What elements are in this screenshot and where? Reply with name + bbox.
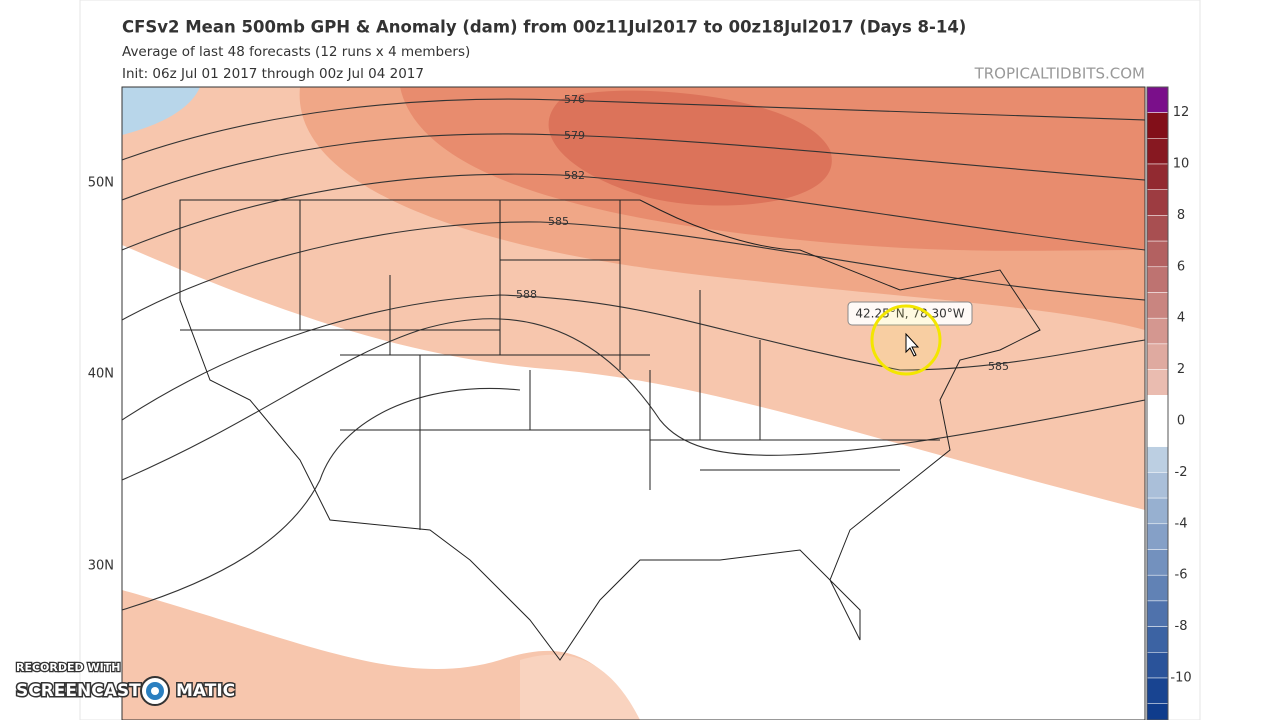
cursor [905, 332, 920, 357]
colorbar-label: -10 [1170, 671, 1191, 686]
contour-label: 576 [564, 93, 585, 106]
colorbar-bin [1146, 189, 1169, 216]
colorbar-bin [1146, 240, 1169, 268]
colorbar-label: 10 [1173, 157, 1190, 172]
watermark-brand: MATIC [176, 681, 235, 701]
anomaly-fill [548, 90, 832, 206]
colorbar-bin [1146, 652, 1169, 679]
colorbar-bin [1146, 317, 1169, 345]
colorbar-label: 4 [1177, 311, 1185, 326]
colorbar-bin [1146, 163, 1169, 190]
neutral-fill [122, 245, 1145, 720]
coastline [179, 199, 1041, 661]
colorbar-bin [1146, 472, 1169, 499]
colorbar-label: 12 [1173, 105, 1190, 120]
colorbar-label: -6 [1175, 568, 1188, 583]
watermark-brand: SCREENCAST [16, 681, 141, 701]
watermark-logo [151, 687, 159, 695]
lat-label: 50N [88, 176, 114, 191]
colorbar-bin [1146, 86, 1169, 113]
colorbar-bin [1146, 420, 1169, 447]
contour [122, 221, 1145, 321]
map: 576 579 582 585 588 585 [122, 87, 1145, 720]
contour-label: 585 [988, 360, 1009, 373]
colorbar-label: 6 [1177, 259, 1185, 274]
colorbar-bin [1146, 446, 1169, 473]
colorbar-bin [1146, 215, 1169, 242]
init-line: Init: 06z Jul 01 2017 through 00z Jul 04… [122, 66, 424, 82]
state-border [180, 200, 940, 530]
colorbar-bin [1146, 549, 1169, 576]
colorbar-bin [1146, 395, 1169, 422]
colorbar-bin [1146, 138, 1169, 165]
lat-label: 40N [88, 367, 114, 382]
colorbar-bin [1146, 600, 1169, 627]
colorbar-bin [1146, 677, 1169, 704]
subtitle: Average of last 48 forecasts (12 runs x … [122, 44, 470, 60]
contour [122, 294, 1145, 421]
negative-fill [122, 87, 200, 135]
title: CFSv2 Mean 500mb GPH & Anomaly (dam) fro… [122, 18, 966, 37]
colorbar-label: -2 [1175, 465, 1188, 480]
contour-label: 582 [564, 169, 585, 182]
colorbar-bin [1146, 369, 1169, 396]
colorbar-bin [1146, 266, 1169, 293]
colorbar-bin [1146, 574, 1169, 602]
contour-label: 579 [564, 129, 585, 142]
anomaly-fill [520, 654, 640, 720]
contour-label: 585 [548, 215, 569, 228]
lat-label: 30N [88, 559, 114, 574]
colorbar-bin [1146, 343, 1169, 370]
colorbar: 12 10 8 6 4 2 0 -2 -4 -6 -8 -10 [1146, 86, 1192, 721]
colorbar-bin [1146, 626, 1169, 653]
contour [122, 318, 1145, 481]
colorbar-bin [1146, 292, 1169, 319]
colorbar-label: 8 [1177, 208, 1185, 223]
contour-label: 588 [516, 288, 537, 301]
colorbar-label: -8 [1175, 619, 1188, 634]
colorbar-label: -4 [1175, 516, 1188, 531]
colorbar-label: 0 [1177, 414, 1185, 429]
colorbar-label: 2 [1177, 362, 1185, 377]
colorbar-bin [1146, 523, 1169, 550]
contour [122, 387, 521, 611]
colorbar-bin [1146, 112, 1169, 139]
watermark-line: RECORDED WITH [16, 661, 120, 674]
contour [122, 133, 1145, 201]
colorbar-bin [1146, 497, 1169, 525]
site-name: TROPICALTIDBITS.COM [974, 65, 1145, 83]
colorbar-bin [1146, 703, 1169, 721]
